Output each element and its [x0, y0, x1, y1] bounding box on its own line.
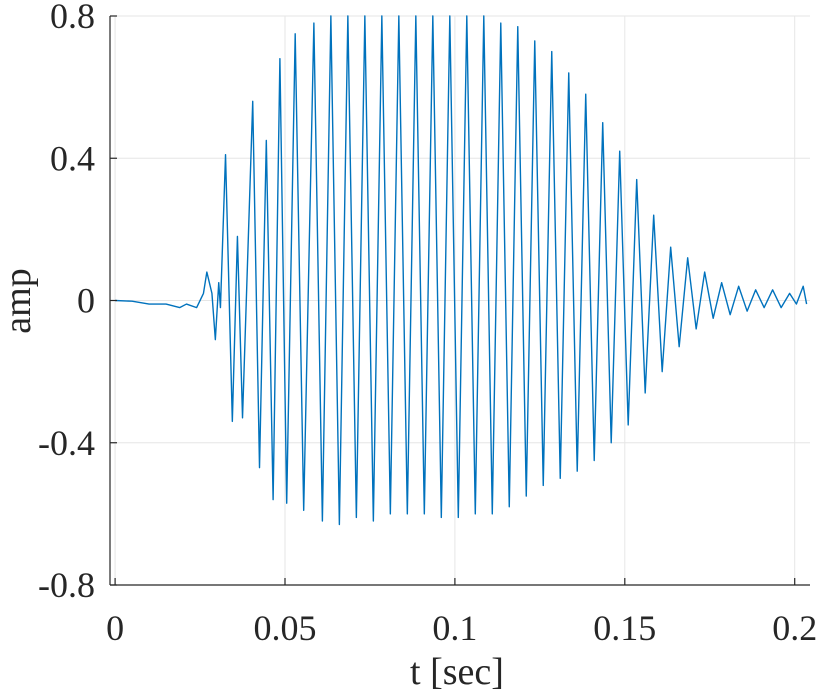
x-tick-label: 0.1 — [432, 608, 477, 648]
y-tick-label: 0.4 — [50, 138, 95, 178]
x-tick-label: 0.05 — [254, 608, 317, 648]
y-tick-label: 0.8 — [50, 0, 95, 36]
x-ticks: 0 0.05 0.1 0.15 0.2 — [106, 578, 817, 648]
grid-lines — [110, 15, 810, 586]
y-axis-label: amp — [0, 268, 39, 333]
series-group — [115, 15, 808, 526]
x-tick-label: 0.2 — [772, 608, 817, 648]
y-tick-label: -0.8 — [38, 565, 95, 605]
series-line — [115, 15, 808, 526]
y-ticks: -0.8 -0.4 0 0.4 0.8 — [38, 0, 117, 605]
x-tick-label: 0.15 — [593, 608, 656, 648]
x-tick-label: 0 — [106, 608, 124, 648]
y-tick-label: -0.4 — [38, 423, 95, 463]
y-tick-label: 0 — [77, 281, 95, 321]
x-axis-label: t [sec] — [410, 651, 504, 693]
